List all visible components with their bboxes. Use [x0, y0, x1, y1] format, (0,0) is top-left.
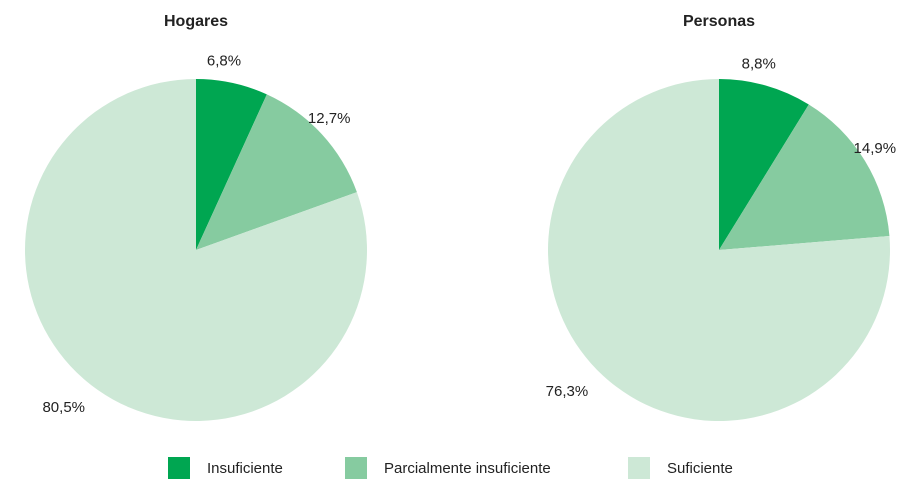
legend-label: Parcialmente insuficiente	[384, 460, 551, 477]
data-label: 14,9%	[854, 140, 897, 157]
chart-title: Personas	[683, 13, 755, 30]
pie-slice	[25, 79, 368, 422]
pie-slice	[719, 104, 890, 250]
data-label: 12,7%	[308, 110, 351, 127]
chart-title: Hogares	[164, 13, 228, 30]
data-label: 6,8%	[207, 52, 241, 69]
data-label: 8,8%	[742, 55, 776, 72]
legend-swatch	[628, 457, 650, 479]
legend-swatch	[345, 457, 367, 479]
pie-slice	[719, 79, 809, 250]
data-label: 76,3%	[546, 383, 589, 400]
legend-label: Insuficiente	[207, 460, 283, 477]
data-label: 80,5%	[42, 399, 85, 416]
pie-slice	[196, 94, 357, 250]
legend-swatch	[168, 457, 190, 479]
legend-label: Suficiente	[667, 460, 733, 477]
pie-slice	[196, 79, 267, 250]
pie-slice	[548, 79, 891, 421]
